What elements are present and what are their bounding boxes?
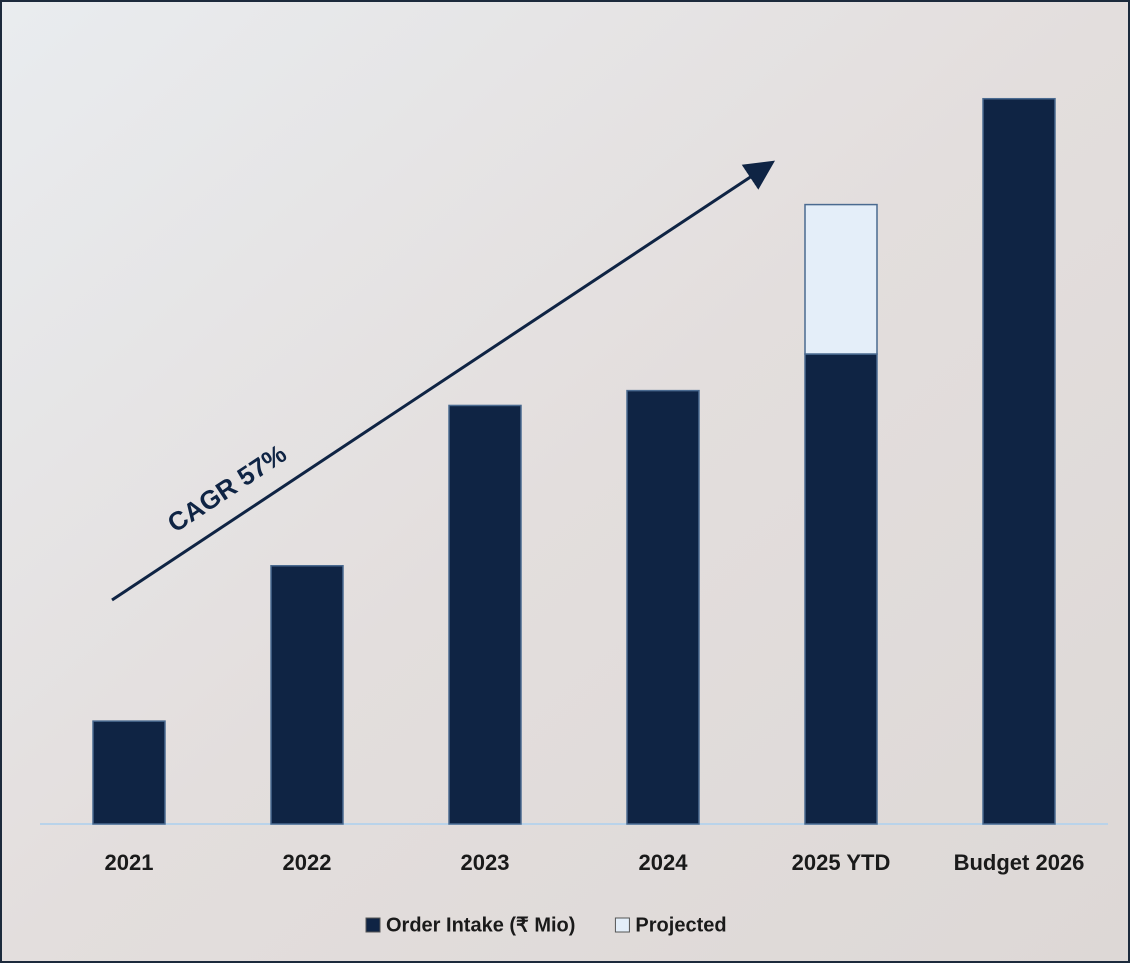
- bar: [448, 404, 522, 825]
- x-tick-label: 2024: [639, 850, 689, 875]
- legend-label: Projected: [635, 914, 726, 936]
- trend-arrow: [111, 160, 776, 602]
- bar: [92, 720, 166, 825]
- x-tick-label: 2023: [461, 850, 510, 875]
- bar: [804, 353, 878, 825]
- x-tick-label: Budget 2026: [954, 850, 1085, 875]
- legend-swatch: [614, 917, 630, 933]
- legend-label: Order Intake (₹ Mio): [386, 914, 575, 936]
- x-tick-label: 2022: [283, 850, 332, 875]
- x-tick-label: 2021: [105, 850, 154, 875]
- x-tick-label: 2025 YTD: [792, 850, 891, 875]
- bar: [804, 203, 878, 355]
- bar: [982, 97, 1056, 825]
- bar: [626, 389, 700, 825]
- legend-swatch: [365, 917, 381, 933]
- bar: [270, 564, 344, 825]
